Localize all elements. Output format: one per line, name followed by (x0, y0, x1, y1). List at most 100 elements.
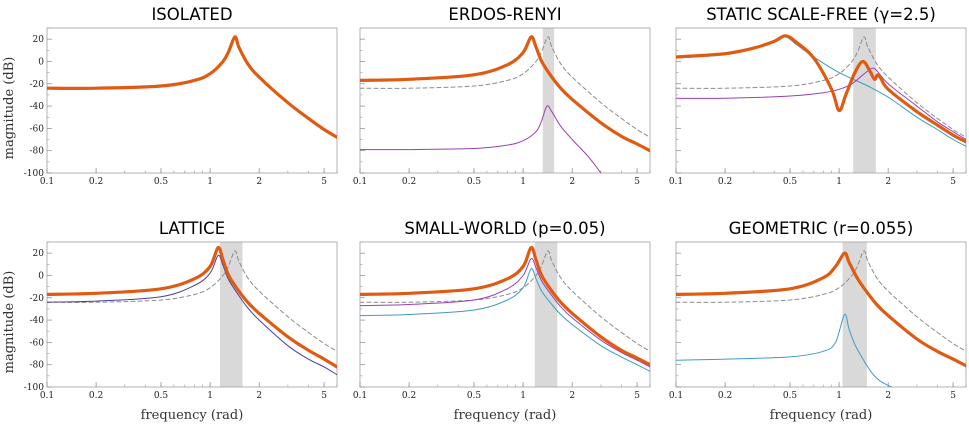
x-tick-label: 5 (321, 391, 327, 401)
resonance-band (219, 242, 243, 387)
x-tick-label: 1 (520, 391, 526, 401)
x-tick-label: 0.2 (89, 177, 103, 187)
x-tick-label: 2 (256, 391, 262, 401)
series-line-network (676, 34, 966, 144)
x-tick-label: 0.5 (154, 177, 169, 187)
y-tick-label: -60 (30, 124, 45, 134)
panel-4: LATTICE 0.1 0.2 0.5 1 2 5 20 0 -20 -40 -60 -80 -100 (24, 219, 338, 401)
x-tick-label: 0.5 (467, 391, 482, 401)
series-line-network (676, 251, 966, 368)
x-tick-label: 0.2 (718, 391, 732, 401)
x-tick-label: 5 (321, 177, 327, 187)
plot-frame (675, 27, 967, 174)
x-axis-label-left: frequency (rad) (141, 408, 244, 423)
x-tick-label: 0.1 (353, 177, 367, 187)
x-tick-label: 0.1 (40, 177, 54, 187)
x-tick-label: 0.2 (718, 177, 732, 187)
y-tick-label: -20 (30, 294, 45, 304)
x-tick-label: 1 (207, 177, 213, 187)
plot-frame (46, 241, 338, 388)
x-tick-label: 5 (634, 391, 640, 401)
x-tick-label: 0.5 (783, 391, 798, 401)
x-tick-label: 1 (520, 177, 526, 187)
x-tick-label: 2 (885, 391, 891, 401)
x-tick-label: 2 (256, 177, 262, 187)
panel-3: STATIC SCALE-FREE (γ=2.5) 0.1 0.2 0.5 1 2 5 (669, 5, 967, 187)
y-tick-label: -40 (30, 102, 45, 112)
x-tick-label: 5 (634, 177, 640, 187)
series-line-network (360, 245, 650, 367)
y-tick-label: 20 (33, 35, 45, 45)
x-tick-label: 0.5 (154, 391, 169, 401)
y-tick-label: 20 (33, 249, 45, 259)
y-tick-label: -100 (24, 169, 44, 179)
panel-title: ISOLATED (151, 5, 232, 24)
series-line-neighbor (676, 313, 893, 387)
x-axis-label-right: frequency (rad) (770, 408, 873, 423)
series-line-neighbor (47, 254, 337, 376)
x-tick-label: 2 (569, 391, 575, 401)
x-tick-label: 0.1 (669, 391, 683, 401)
x-tick-label: 5 (950, 391, 956, 401)
series-line-neighbor-B (676, 67, 966, 140)
series-line-neighbor-B (360, 258, 650, 368)
x-tick-label: 0.1 (40, 391, 54, 401)
series-group (676, 34, 966, 147)
plot-frame (46, 27, 338, 174)
y-tick-label: -80 (30, 147, 45, 157)
panel-title: STATIC SCALE-FREE (γ=2.5) (706, 5, 936, 24)
panel-title: LATTICE (159, 219, 225, 238)
series-line-node-response (47, 35, 337, 139)
x-axis-label-middle: frequency (rad) (454, 408, 557, 423)
x-tick-label: 0.1 (353, 391, 367, 401)
series-group (47, 245, 337, 376)
x-tick-label: 0.5 (467, 177, 482, 187)
panel-1: ISOLATED 0.1 0.2 0.5 1 2 5 20 0 -20 -40 -60 -80 -100 (24, 5, 338, 187)
series-line-isolated (360, 250, 650, 352)
x-tick-label: 1 (836, 391, 842, 401)
y-axis-label-bottom: magnitude (dB) (2, 271, 17, 374)
series-line-network (47, 245, 337, 369)
series-line-neighbor-A (360, 268, 650, 372)
y-tick-label: -60 (30, 338, 45, 348)
plot-frame (359, 27, 651, 174)
y-tick-label: -100 (24, 383, 44, 393)
plot-frame (359, 241, 651, 388)
resonance-band (842, 242, 867, 387)
panel-2: ERDOS-RENYI 0.1 0.2 0.5 1 2 5 (353, 5, 651, 187)
series-group (47, 35, 337, 139)
series-group (360, 35, 650, 173)
y-tick-label: -40 (30, 316, 45, 326)
x-tick-label: 0.2 (89, 391, 103, 401)
x-tick-label: 2 (569, 177, 575, 187)
series-line-isolated (676, 250, 966, 352)
y-tick-label: -20 (30, 80, 45, 90)
y-tick-label: -80 (30, 361, 45, 371)
series-line-neighbor (360, 105, 602, 173)
y-tick-label: 0 (38, 57, 44, 67)
series-line-network (360, 35, 650, 153)
x-tick-label: 1 (207, 391, 213, 401)
resonance-band (542, 28, 555, 173)
series-line-isolated (360, 36, 650, 138)
x-tick-label: 0.5 (783, 177, 798, 187)
x-tick-label: 0.2 (402, 391, 416, 401)
series-line-isolated (676, 36, 966, 138)
plot-frame (675, 241, 967, 388)
panel-title: ERDOS-RENYI (448, 5, 561, 24)
x-tick-label: 2 (885, 177, 891, 187)
panel-5: SMALL-WORLD (p=0.05) 0.1 0.2 0.5 1 2 5 (353, 219, 651, 401)
x-tick-label: 5 (950, 177, 956, 187)
resonance-band (853, 28, 876, 173)
panel-title: SMALL-WORLD (p=0.05) (404, 219, 605, 238)
panel-6: GEOMETRIC (r=0.055) 0.1 0.2 0.5 1 2 5 (669, 219, 967, 401)
y-tick-label: 0 (38, 271, 44, 281)
x-tick-label: 0.1 (669, 177, 683, 187)
x-tick-label: 0.2 (402, 177, 416, 187)
x-tick-label: 1 (836, 177, 842, 187)
series-group (360, 245, 650, 372)
series-line-isolated (47, 250, 337, 352)
series-group (676, 250, 966, 387)
panel-title: GEOMETRIC (r=0.055) (729, 219, 914, 238)
